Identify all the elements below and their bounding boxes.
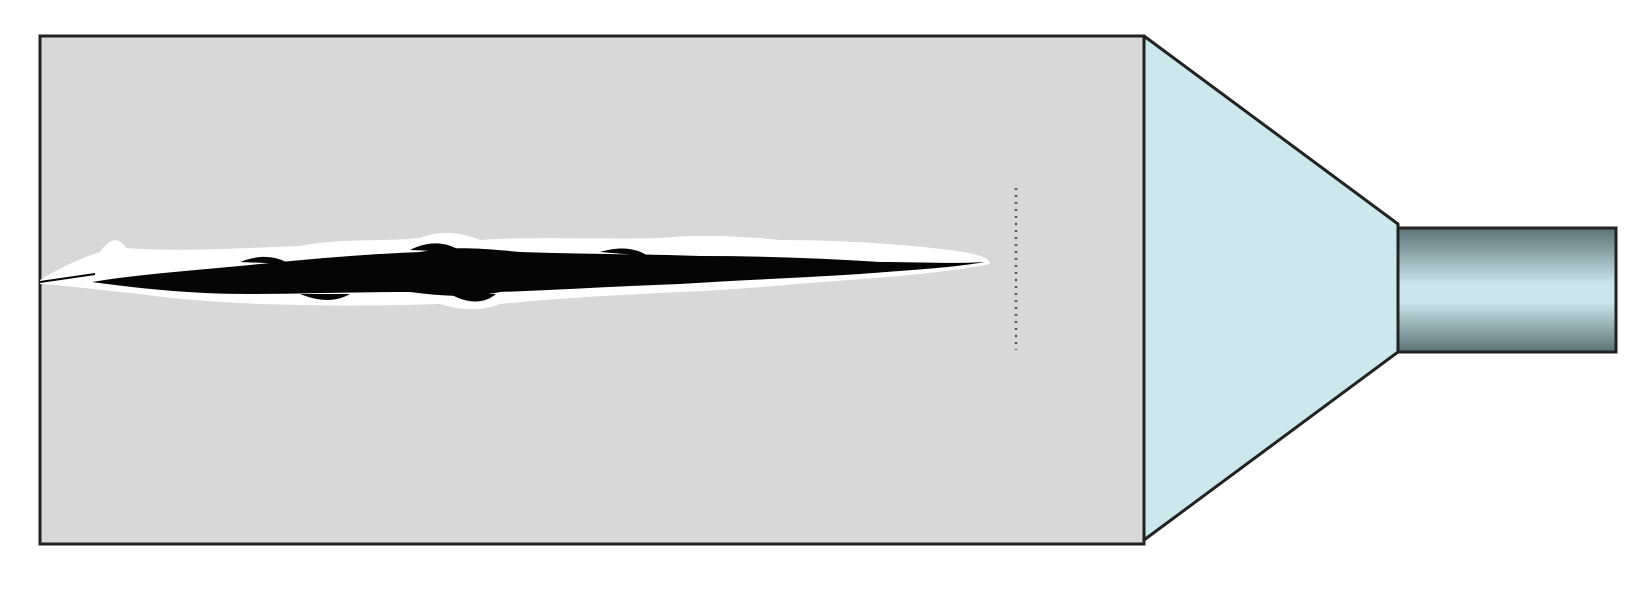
ink-streak-icon xyxy=(92,243,985,302)
nozzle-funnel xyxy=(1142,34,1400,542)
streak-tail xyxy=(39,273,96,283)
outlet-pipe xyxy=(1396,226,1618,354)
